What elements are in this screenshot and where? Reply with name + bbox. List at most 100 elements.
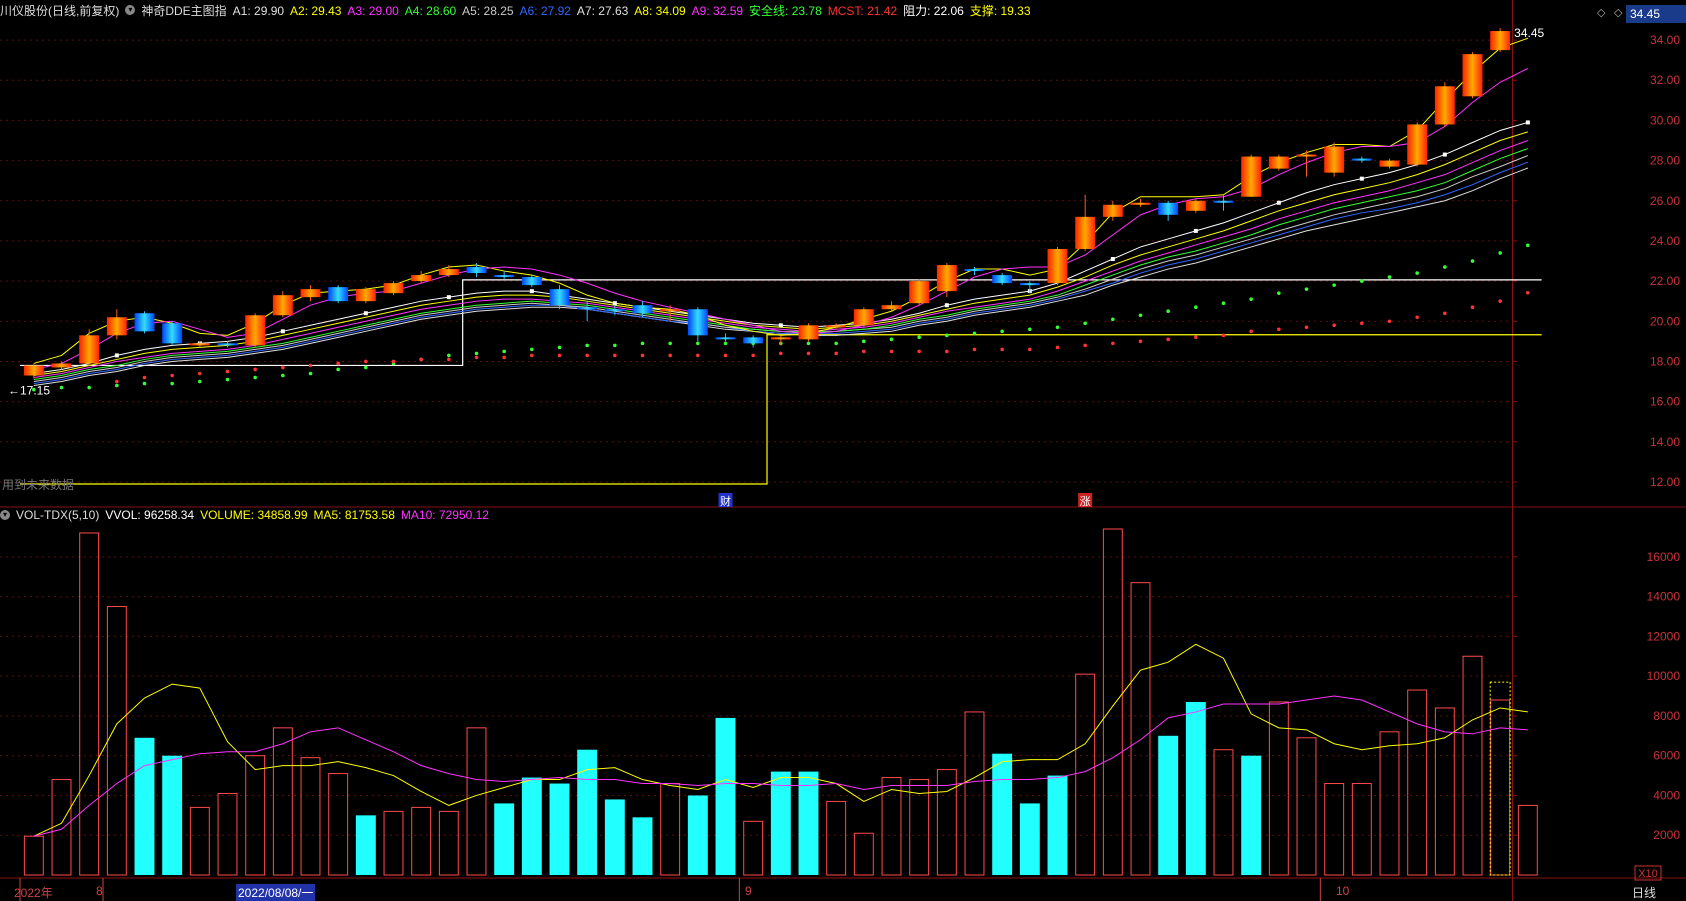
safety-line-dot (1360, 279, 1364, 283)
volume-bar (189, 806, 210, 876)
a1-marker (778, 323, 783, 328)
volume-indicator-title[interactable]: VOL-TDX(5,10) (16, 508, 100, 522)
volume-bar (964, 711, 985, 876)
unit-label: X10 (1638, 868, 1658, 880)
price-tick-label: 34.00 (1650, 33, 1680, 47)
volume-bar (1324, 783, 1345, 876)
candle-body (1075, 216, 1096, 249)
mcst-dot (1249, 329, 1253, 334)
safety-line-dot (253, 375, 257, 380)
candle-body (1351, 158, 1372, 161)
future-data-note: 用到未来数据 (2, 477, 74, 492)
mcst-dot (945, 349, 949, 354)
candle-body (189, 343, 210, 346)
candle-body (660, 309, 681, 312)
safety-line-dot (474, 351, 479, 356)
candle-body (1296, 154, 1317, 157)
indicator-value: A9: 32.59 (691, 3, 744, 18)
volume-bar (1490, 699, 1511, 876)
safety-line-dot (32, 387, 36, 392)
safety-line-dot (806, 341, 811, 346)
candle-body (853, 309, 874, 326)
candle-body (1324, 146, 1345, 173)
safety-line-dot (668, 341, 672, 346)
support-line (20, 334, 1542, 485)
indicator-value: A8: 34.09 (634, 3, 686, 18)
indicator-value: MCST: 21.42 (827, 3, 898, 18)
volume-bar (438, 810, 459, 876)
diamond-icon[interactable]: ◇ (1614, 7, 1623, 19)
a1-marker (446, 295, 451, 300)
a1-marker (1442, 152, 1447, 157)
volume-bar (687, 795, 708, 875)
event-mark: 财 (720, 494, 731, 508)
candle-body (328, 287, 349, 302)
volume-bar (577, 749, 598, 875)
volume-bar (1102, 528, 1123, 876)
mcst-dot (391, 359, 396, 364)
volume-forecast-box (1489, 681, 1511, 876)
safety-line-dot (1028, 327, 1032, 332)
safety-line-dot (640, 341, 645, 346)
volume-menu-icon[interactable]: ▾ (0, 510, 10, 520)
volume-bar (494, 803, 515, 875)
period-label[interactable]: 日线 (1632, 886, 1657, 900)
candle-body (23, 365, 44, 376)
diamond-icon[interactable]: ◇ (1597, 7, 1606, 19)
a1-marker (280, 329, 285, 334)
indicator-value: 安全线: 23.78 (749, 3, 822, 18)
stock-name[interactable]: 川仪股份(日线,前复权) (0, 3, 120, 18)
safety-line-dot (1111, 317, 1115, 322)
volume-bar (162, 755, 183, 875)
candle-body (687, 309, 708, 336)
candle-body (245, 315, 266, 346)
ma-line-a9 (33, 67, 1529, 370)
volume-bar (1296, 737, 1317, 876)
mcst-dot (889, 349, 894, 354)
volume-bar (660, 783, 681, 876)
candle-body (1130, 202, 1151, 205)
a1-marker (363, 311, 368, 316)
volume-bar (1351, 783, 1372, 876)
indicator-name[interactable]: 神奇DDE主图指 (141, 3, 227, 18)
safety-line-dot (862, 339, 866, 344)
a1-marker (944, 303, 949, 308)
event-mark-box (1078, 493, 1093, 507)
mcst-dot (1083, 343, 1087, 348)
mcst-dot (1166, 337, 1170, 342)
candle-body (272, 295, 293, 316)
ma-line-a6 (33, 161, 1529, 385)
safety-line-dot (115, 383, 119, 388)
safety-line-dot (1304, 287, 1309, 291)
mcst-dot (1055, 345, 1060, 350)
volume-ma5-line (33, 643, 1528, 837)
candle-body (1462, 54, 1483, 97)
volume-bar (853, 832, 874, 876)
indicator-value: A6: 27.92 (519, 3, 571, 18)
a1-marker (114, 353, 119, 358)
ma-line-a3 (33, 140, 1529, 379)
candle-body (438, 269, 459, 276)
volume-bar (909, 779, 930, 876)
candle-body (549, 289, 570, 306)
mcst-dot (1277, 327, 1281, 332)
candle-body (1213, 200, 1234, 203)
x-axis-label-sep: 9 (745, 884, 752, 898)
safety-line-dot (889, 337, 894, 342)
price-tick-label: 22.00 (1650, 274, 1680, 288)
volume-bar (881, 777, 902, 876)
mcst-dot (917, 349, 921, 354)
x-axis-label-year: 2022年 (14, 886, 53, 900)
volume-bar (743, 820, 764, 876)
x-axis-label-aug: 8 (96, 884, 103, 898)
mcst-dot (972, 347, 977, 352)
volume-bar (300, 757, 321, 876)
mcst-dot (862, 349, 866, 354)
price-tick-label: 26.00 (1650, 194, 1680, 208)
indicator-menu-icon[interactable]: ▾ (125, 5, 136, 15)
price-tick-label: 32.00 (1650, 73, 1680, 87)
safety-line-dot (336, 367, 340, 372)
safety-line-dot (613, 343, 617, 348)
indicator-value: 支撑: 19.33 (969, 3, 1031, 18)
